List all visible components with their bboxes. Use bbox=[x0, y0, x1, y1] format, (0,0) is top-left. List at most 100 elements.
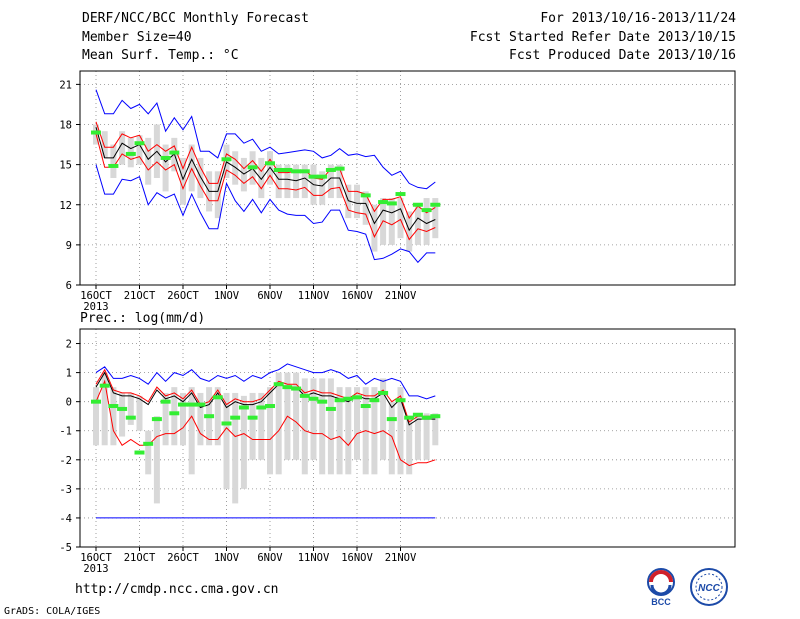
ensemble-box bbox=[293, 164, 300, 199]
observed-marker bbox=[369, 398, 380, 403]
chart-title: DERF/NCC/BCC Monthly Forecast bbox=[82, 11, 309, 26]
observed-marker bbox=[317, 174, 328, 179]
y-tick-label: 12 bbox=[59, 200, 72, 212]
x-tick-label: 1NOV bbox=[214, 552, 240, 564]
y-tick-label: 9 bbox=[66, 240, 72, 252]
ensemble-box bbox=[406, 416, 413, 475]
observed-marker bbox=[265, 404, 275, 409]
observed-marker bbox=[125, 415, 136, 420]
ensemble-box bbox=[293, 372, 300, 460]
y-tick-label: 1 bbox=[66, 368, 72, 380]
ensemble-box bbox=[197, 157, 204, 199]
observed-marker bbox=[204, 414, 215, 419]
observed-marker bbox=[378, 200, 389, 205]
ensemble-box bbox=[327, 378, 334, 475]
ensemble-box bbox=[214, 171, 221, 219]
y-tick-label: -1 bbox=[59, 426, 72, 438]
x-year-label: 2013 bbox=[83, 563, 108, 575]
series-line-max bbox=[95, 89, 436, 190]
series-line-min bbox=[95, 164, 436, 264]
x-tick-label: 16NOV bbox=[341, 290, 373, 302]
ensemble-box bbox=[388, 401, 395, 475]
ensemble-box bbox=[432, 198, 439, 239]
ensemble-box bbox=[345, 387, 352, 475]
y-tick-label: 2 bbox=[66, 339, 72, 351]
observed-marker bbox=[299, 393, 310, 398]
observed-marker bbox=[160, 399, 171, 404]
series-line-mean bbox=[95, 127, 436, 232]
panel-title: Prec.: log(mm/d) bbox=[80, 311, 205, 326]
ensemble-box bbox=[310, 378, 317, 460]
ensemble-box bbox=[371, 387, 378, 475]
ensemble-box bbox=[258, 392, 265, 460]
y-tick-label: 21 bbox=[59, 79, 72, 91]
ensemble-box bbox=[406, 211, 413, 252]
ensemble-box bbox=[119, 392, 126, 437]
ensemble-box bbox=[397, 198, 404, 239]
observed-marker bbox=[99, 383, 110, 388]
ensemble-box bbox=[232, 392, 239, 504]
x-year-label: 2013 bbox=[83, 301, 108, 313]
ensemble-box bbox=[275, 164, 282, 199]
ensemble-box bbox=[345, 184, 352, 219]
observed-marker bbox=[404, 415, 415, 420]
observed-marker bbox=[386, 201, 397, 206]
ensemble-box bbox=[145, 137, 152, 185]
observed-marker bbox=[360, 404, 371, 409]
ensemble-box bbox=[354, 387, 360, 460]
observed-marker bbox=[125, 151, 136, 156]
ensemble-box bbox=[223, 392, 230, 489]
observed-marker bbox=[421, 208, 432, 213]
ensemble-box bbox=[327, 164, 334, 199]
series-line-lower bbox=[95, 379, 436, 467]
ensemble-box bbox=[284, 164, 291, 199]
bcc-logo-text: BCC bbox=[651, 597, 671, 607]
ensemble-box bbox=[397, 387, 404, 475]
observed-marker bbox=[247, 165, 258, 170]
observed-marker bbox=[421, 415, 432, 420]
observed-marker bbox=[91, 399, 101, 404]
observed-marker bbox=[412, 412, 423, 417]
ensemble-box bbox=[354, 184, 360, 219]
ensemble-box bbox=[388, 198, 395, 245]
forecast-produced-label: Fcst Produced Date 2013/10/16 bbox=[509, 48, 736, 63]
observed-marker bbox=[395, 192, 406, 197]
ensemble-box bbox=[119, 131, 126, 165]
observed-marker bbox=[273, 382, 284, 387]
observed-marker bbox=[325, 406, 336, 411]
series-line-max bbox=[95, 363, 436, 400]
observed-marker bbox=[325, 167, 336, 172]
x-tick-label: 6NOV bbox=[257, 290, 283, 302]
observed-marker bbox=[308, 396, 319, 401]
observed-marker bbox=[334, 398, 345, 403]
observed-marker bbox=[160, 155, 171, 160]
observed-marker bbox=[282, 167, 293, 172]
series-line-lower bbox=[95, 133, 436, 241]
observed-marker bbox=[221, 157, 232, 162]
observed-marker bbox=[282, 385, 293, 390]
observed-marker bbox=[169, 411, 180, 416]
grads-credit: GrADS: COLA/IGES bbox=[4, 606, 101, 617]
ncc-logo-text: NCC bbox=[698, 583, 720, 594]
observed-marker bbox=[247, 415, 258, 420]
ensemble-box bbox=[301, 164, 308, 199]
observed-marker bbox=[108, 404, 119, 409]
observed-marker bbox=[186, 402, 197, 407]
observed-marker bbox=[256, 405, 267, 410]
observed-marker bbox=[299, 169, 310, 174]
x-tick-label: 6NOV bbox=[257, 552, 283, 564]
plot-frame bbox=[79, 328, 736, 548]
observed-marker bbox=[91, 130, 101, 135]
series-line-mean bbox=[95, 371, 436, 426]
observed-marker bbox=[386, 417, 397, 422]
observed-marker bbox=[334, 166, 345, 171]
ensemble-box bbox=[232, 151, 239, 185]
ensemble-box bbox=[423, 198, 430, 245]
ensemble-box bbox=[223, 144, 230, 178]
variable-label: Mean Surf. Temp.: °C bbox=[82, 48, 239, 63]
observed-marker bbox=[221, 421, 232, 426]
ensemble-box bbox=[301, 378, 308, 475]
ensemble-box bbox=[171, 387, 178, 446]
ensemble-box bbox=[432, 413, 439, 446]
source-url[interactable]: http://cmdp.ncc.cma.gov.cn bbox=[75, 582, 279, 597]
